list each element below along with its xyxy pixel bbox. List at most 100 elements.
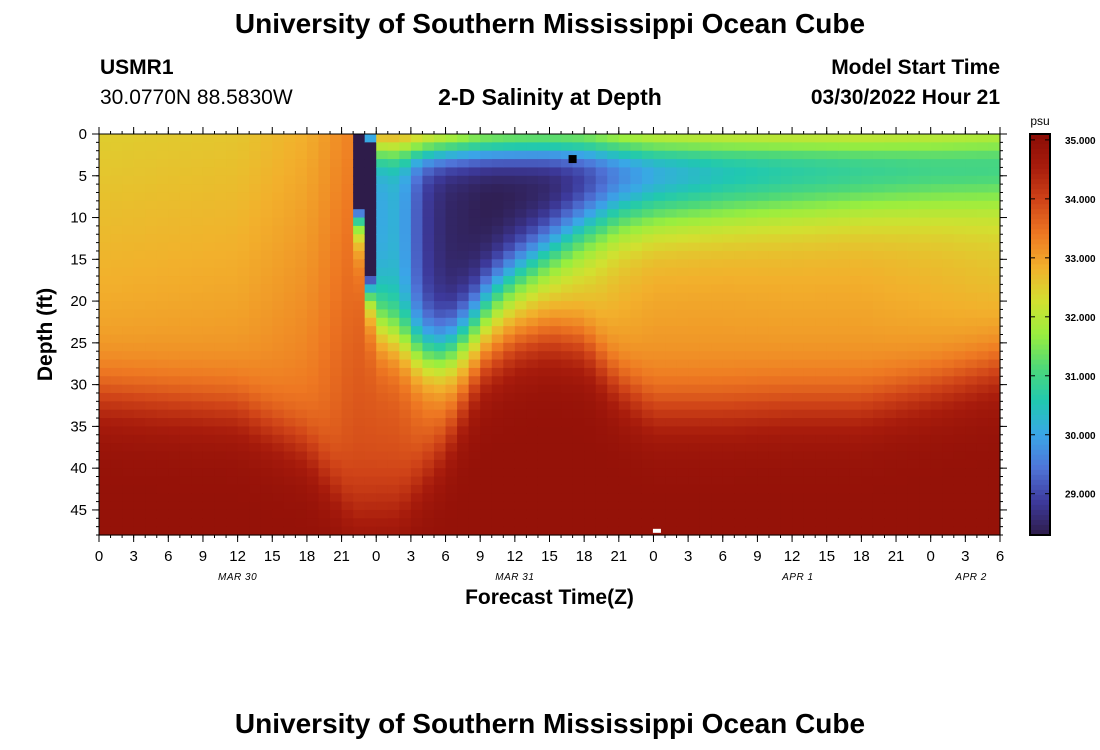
heatmap-cell: [445, 501, 458, 511]
heatmap-cell: [226, 493, 239, 503]
heatmap-cell: [595, 317, 608, 327]
heatmap-cell: [503, 418, 516, 427]
heatmap-cell: [561, 225, 574, 235]
heatmap-cell: [99, 284, 112, 294]
heatmap-cell: [457, 134, 470, 143]
heatmap-cell: [595, 192, 608, 202]
heatmap-cell: [341, 134, 354, 143]
heatmap-cell: [226, 200, 239, 210]
heatmap-cell: [260, 301, 273, 311]
colorbar-swatch: [1030, 324, 1050, 331]
heatmap-cell: [595, 284, 608, 294]
heatmap-cell: [838, 259, 851, 269]
heatmap-cell: [503, 367, 516, 377]
heatmap-cell: [364, 292, 377, 302]
axes: 0 3 6 9 12 15 18 21 0 3 6 9 12 15 18 21 0 3 6 9 12 15 18 21 0 3 6M…: [70, 126, 1007, 583]
heatmap-cell: [653, 200, 666, 210]
heatmap-cell: [665, 434, 678, 444]
station-coordinates: 30.0770N 88.5830W: [100, 86, 293, 109]
heatmap-cell: [468, 359, 481, 369]
heatmap-cell: [872, 459, 886, 469]
heatmap-cell: [468, 426, 481, 436]
heatmap-cell: [630, 217, 643, 227]
heatmap-cell: [214, 192, 227, 202]
heatmap-cell: [318, 134, 331, 143]
heatmap-cell: [780, 326, 793, 336]
heatmap-cell: [803, 284, 816, 294]
heatmap-cell: [780, 392, 793, 402]
heatmap-cell: [942, 209, 955, 219]
heatmap-cell: [768, 259, 782, 269]
heatmap-cell: [561, 501, 574, 511]
heatmap-cell: [641, 334, 655, 344]
heatmap-cell: [699, 192, 712, 202]
heatmap-cell: [665, 418, 678, 427]
heatmap-cell: [376, 484, 389, 494]
heatmap-cell: [133, 267, 146, 277]
colorbar-swatch: [1030, 179, 1050, 185]
heatmap-cell: [376, 150, 389, 160]
heatmap-cell: [595, 518, 608, 528]
chart-subtitle: 2-D Salinity at Depth: [438, 84, 662, 110]
heatmap-cell: [526, 142, 539, 152]
heatmap-cell: [503, 234, 516, 244]
heatmap-cell: [433, 175, 447, 185]
heatmap-cell: [133, 301, 146, 311]
heatmap-cell: [988, 359, 1001, 369]
heatmap-cell: [168, 192, 181, 202]
heatmap-cell: [549, 376, 562, 386]
heatmap-cell: [607, 309, 620, 319]
heatmap-cell: [965, 250, 978, 260]
heatmap-cell: [214, 317, 227, 327]
heatmap-cell: [919, 259, 932, 269]
heatmap-cell: [815, 209, 828, 219]
heatmap-cell: [226, 526, 239, 536]
heatmap-cell: [930, 259, 943, 269]
heatmap-cell: [387, 167, 400, 177]
heatmap-cell: [849, 342, 862, 352]
heatmap-cell: [595, 334, 608, 344]
heatmap-cell: [341, 326, 354, 336]
heatmap-cell: [179, 434, 193, 444]
heatmap-cell: [249, 250, 262, 260]
heatmap-cell: [99, 242, 112, 252]
heatmap-cell: [99, 225, 112, 235]
heatmap-cell: [988, 401, 1001, 411]
heatmap-cell: [422, 150, 435, 160]
heatmap-cell: [468, 267, 481, 277]
heatmap-cell: [145, 384, 158, 394]
heatmap-cell: [330, 192, 343, 202]
heatmap-cell: [260, 326, 273, 336]
heatmap-cell: [815, 359, 828, 369]
colorbar-swatch: [1030, 229, 1050, 235]
heatmap-cell: [838, 501, 851, 511]
heatmap-cell: [168, 409, 181, 419]
heatmap-cell: [815, 276, 828, 285]
heatmap-cell: [272, 276, 285, 285]
heatmap-cell: [942, 459, 955, 469]
heatmap-cell: [734, 342, 747, 352]
heatmap-cell: [595, 134, 608, 143]
heatmap-cell: [965, 359, 978, 369]
heatmap-cell: [607, 334, 620, 344]
heatmap-cell: [318, 451, 331, 461]
heatmap-cell: [976, 309, 990, 319]
colorbar-tick-label: 35.000: [1065, 136, 1096, 147]
heatmap-cell: [330, 409, 343, 419]
heatmap-cell: [514, 284, 527, 294]
heatmap-cell: [318, 209, 331, 219]
heatmap-cell: [168, 309, 181, 319]
heatmap-cell: [803, 200, 816, 210]
heatmap-cell: [930, 209, 943, 219]
heatmap-cell: [145, 359, 158, 369]
heatmap-cell: [815, 200, 828, 210]
heatmap-cell: [584, 225, 597, 235]
heatmap-cell: [526, 134, 539, 143]
heatmap-cell: [849, 451, 862, 461]
heatmap-cell: [364, 192, 377, 202]
heatmap-cell: [815, 451, 828, 461]
heatmap-cell: [630, 484, 643, 494]
heatmap-cell: [410, 317, 424, 327]
heatmap-cell: [861, 334, 874, 344]
heatmap-cell: [237, 250, 250, 260]
